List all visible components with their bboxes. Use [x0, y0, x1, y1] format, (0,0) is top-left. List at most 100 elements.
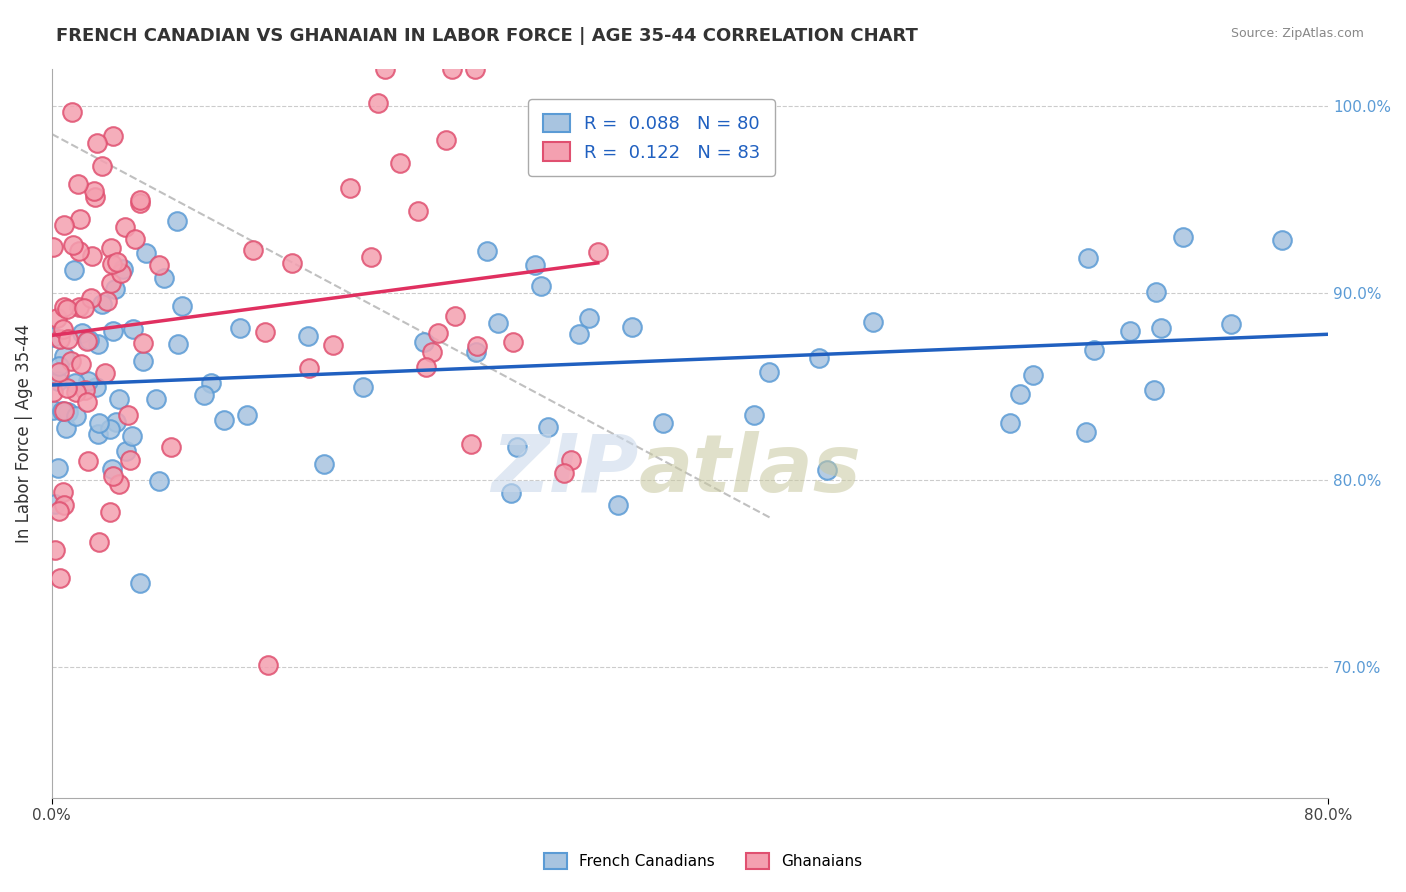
Point: [55, 421, 77, 435]
Point: [367, 96, 389, 111]
Point: [48, 359, 70, 373]
Point: [100, 241, 122, 255]
Text: ZIP: ZIP: [492, 431, 638, 508]
Point: [124, 232, 146, 246]
Point: [77, 454, 100, 468]
Point: [1171, 230, 1194, 244]
Point: [114, 220, 136, 235]
Point: [65, 384, 87, 399]
Point: [42, 385, 65, 400]
Point: [145, 392, 167, 406]
Point: [42, 240, 65, 254]
Point: [53, 404, 76, 418]
Point: [80, 249, 103, 263]
Point: [460, 437, 482, 451]
Y-axis label: In Labor Force | Age 35-44: In Labor Force | Age 35-44: [15, 324, 32, 543]
Point: [84, 380, 107, 394]
Point: [76, 395, 98, 409]
Point: [76, 334, 98, 348]
Point: [108, 392, 131, 406]
Point: [42, 402, 65, 417]
Point: [118, 452, 141, 467]
Point: [48, 365, 70, 379]
Point: [758, 366, 780, 380]
Point: [568, 327, 591, 342]
Point: [374, 62, 396, 76]
Point: [236, 408, 259, 422]
Point: [167, 336, 190, 351]
Point: [606, 498, 628, 512]
Point: [110, 266, 132, 280]
Point: [620, 320, 643, 334]
Point: [56, 332, 79, 346]
Point: [100, 505, 122, 519]
Point: [1074, 425, 1097, 439]
Point: [87, 534, 110, 549]
Point: [434, 133, 457, 147]
Point: [87, 416, 110, 430]
Point: [1077, 252, 1099, 266]
Point: [131, 335, 153, 350]
Point: [553, 467, 575, 481]
Point: [242, 243, 264, 257]
Point: [77, 374, 100, 388]
Point: [117, 408, 139, 422]
Point: [426, 326, 449, 340]
Point: [60, 104, 83, 119]
Point: [652, 416, 675, 430]
Point: [280, 255, 302, 269]
Point: [443, 310, 465, 324]
Point: [67, 244, 90, 258]
Point: [536, 420, 558, 434]
Point: [170, 299, 193, 313]
Point: [59, 354, 82, 368]
Point: [298, 361, 321, 376]
Point: [297, 329, 319, 343]
Point: [114, 444, 136, 458]
Point: [502, 334, 524, 349]
Point: [56, 404, 79, 418]
Point: [44, 497, 66, 511]
Point: [100, 421, 122, 435]
Point: [148, 258, 170, 272]
Point: [441, 62, 464, 76]
Point: [69, 212, 91, 227]
Point: [129, 575, 152, 590]
Point: [486, 316, 509, 330]
Point: [53, 498, 76, 512]
Point: [101, 462, 124, 476]
Point: [52, 300, 75, 314]
Legend: French Canadians, Ghanaians: French Canadians, Ghanaians: [538, 847, 868, 875]
Point: [90, 297, 112, 311]
Point: [506, 441, 529, 455]
Point: [129, 193, 152, 207]
Point: [66, 177, 89, 191]
Point: [45, 310, 67, 325]
Point: [253, 325, 276, 339]
Point: [212, 413, 235, 427]
Point: [1118, 324, 1140, 338]
Point: [101, 129, 124, 144]
Point: [742, 408, 765, 422]
Point: [406, 203, 429, 218]
Point: [193, 388, 215, 402]
Point: [70, 357, 93, 371]
Point: [121, 429, 143, 443]
Point: [86, 427, 108, 442]
Point: [49, 332, 72, 346]
Point: [499, 486, 522, 500]
Point: [1000, 416, 1022, 430]
Point: [420, 344, 443, 359]
Point: [83, 184, 105, 198]
Point: [122, 322, 145, 336]
Point: [229, 320, 252, 334]
Point: [52, 322, 75, 336]
Point: [523, 258, 546, 272]
Point: [52, 485, 75, 500]
Point: [339, 181, 361, 195]
Point: [52, 349, 75, 363]
Point: [51, 404, 73, 418]
Point: [257, 658, 280, 673]
Point: [413, 335, 436, 350]
Point: [360, 251, 382, 265]
